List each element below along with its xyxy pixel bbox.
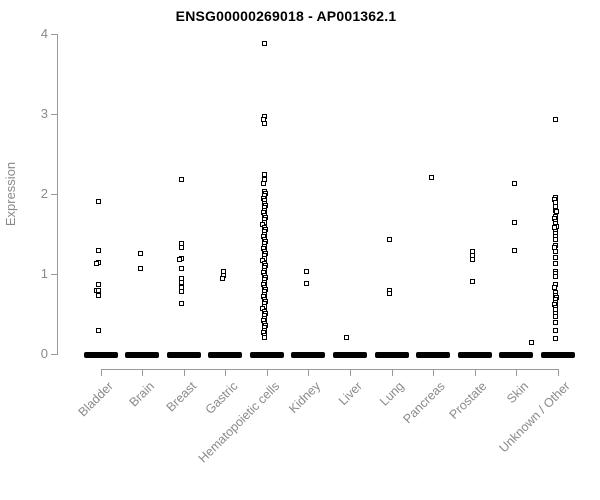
plot-point — [261, 181, 267, 187]
zero-cluster-bar — [249, 352, 284, 359]
plot-point — [553, 116, 559, 122]
plot-point — [219, 275, 225, 281]
plot-point — [96, 247, 102, 253]
x-axis-line — [100, 368, 559, 370]
plot-point — [179, 266, 185, 272]
zero-cluster-bar — [416, 352, 451, 359]
x-tick-label: Unknown / Other — [496, 379, 573, 456]
plot-point — [262, 335, 268, 340]
plot-point — [470, 256, 476, 262]
x-tick — [391, 368, 393, 376]
plot-point — [428, 175, 434, 180]
plot-point — [553, 327, 559, 333]
x-tick-label: Skin — [504, 379, 532, 407]
zero-cluster-bar — [83, 352, 118, 359]
zero-cluster-bar — [291, 352, 326, 359]
x-tick-label: Brain — [126, 379, 158, 410]
zero-cluster-bar — [166, 352, 201, 359]
y-tick — [51, 274, 58, 276]
x-tick — [183, 368, 185, 376]
x-tick — [225, 368, 227, 376]
plot-point — [96, 287, 102, 293]
y-tick-label: 1 — [40, 266, 48, 282]
x-tick-label: Hematopoietic cells — [195, 379, 282, 466]
plot-point — [553, 274, 559, 280]
zero-cluster-bar — [499, 352, 534, 359]
plot-point — [554, 209, 560, 215]
plot-point — [470, 279, 476, 284]
zero-cluster-bar — [374, 352, 409, 359]
plot-point — [179, 288, 185, 294]
y-tick — [51, 194, 58, 196]
plot-point — [137, 266, 143, 272]
plot-point — [552, 284, 558, 290]
y-tick-label: 3 — [40, 106, 48, 122]
plot-point — [262, 171, 268, 177]
y-tick — [51, 354, 58, 356]
x-tick — [350, 368, 351, 376]
plot-point — [553, 314, 559, 320]
x-tick-label: Breast — [163, 379, 199, 415]
x-tick — [557, 368, 559, 376]
x-tick-label: Kidney — [286, 379, 324, 416]
plot-point — [177, 257, 183, 263]
x-tick-label: Pancreas — [400, 379, 449, 427]
zero-cluster-bar — [125, 352, 160, 359]
zero-cluster-bar — [208, 352, 243, 359]
plot-point — [303, 269, 309, 275]
x-tick — [100, 368, 102, 376]
plot-point — [553, 319, 559, 325]
x-tick-label: Prostate — [446, 379, 490, 422]
x-tick-label: Bladder — [75, 379, 116, 420]
plot-point — [387, 237, 393, 243]
zero-cluster-bar — [540, 352, 575, 359]
y-tick — [51, 34, 58, 36]
y-axis-title: Expression — [3, 161, 18, 227]
plot-point — [511, 247, 517, 253]
x-tick — [308, 368, 310, 376]
y-tick-label: 2 — [40, 186, 48, 202]
plot-point — [179, 300, 185, 306]
y-tick-label: 0 — [40, 346, 48, 362]
plot-point — [511, 180, 517, 186]
plot-point — [343, 335, 349, 340]
plot-point — [137, 251, 143, 256]
plot-point — [529, 340, 535, 346]
x-tick — [516, 368, 518, 376]
plot-point — [553, 236, 559, 242]
x-tick-label: Lung — [376, 379, 407, 409]
plot-point — [262, 41, 268, 47]
plot-point — [262, 176, 268, 182]
plot-point — [96, 327, 102, 333]
x-tick-label: Gastric — [202, 379, 241, 417]
plot-point — [553, 260, 559, 266]
plot-point — [511, 219, 517, 225]
zero-cluster-bar — [457, 352, 492, 359]
plot-point — [96, 282, 102, 288]
x-tick — [474, 368, 476, 376]
plot-point — [94, 261, 100, 267]
plot-point — [96, 292, 102, 298]
plot-point — [553, 249, 559, 255]
x-tick — [142, 368, 144, 376]
x-tick-label: Liver — [335, 379, 365, 409]
plot-point — [387, 291, 393, 296]
y-tick-label: 4 — [40, 26, 48, 42]
plot-point — [553, 335, 559, 341]
plot-point — [262, 121, 268, 127]
plot-point — [179, 279, 185, 285]
plot-point — [179, 176, 185, 182]
zero-cluster-bar — [333, 352, 367, 359]
y-tick — [51, 114, 58, 116]
plot-point — [553, 255, 559, 260]
chart-title: ENSG00000269018 - AP001362.1 — [175, 8, 397, 24]
plot-point — [179, 244, 185, 250]
x-tick — [433, 368, 435, 376]
x-tick — [266, 368, 268, 376]
plot-point — [303, 281, 309, 287]
plot-point — [96, 199, 102, 204]
